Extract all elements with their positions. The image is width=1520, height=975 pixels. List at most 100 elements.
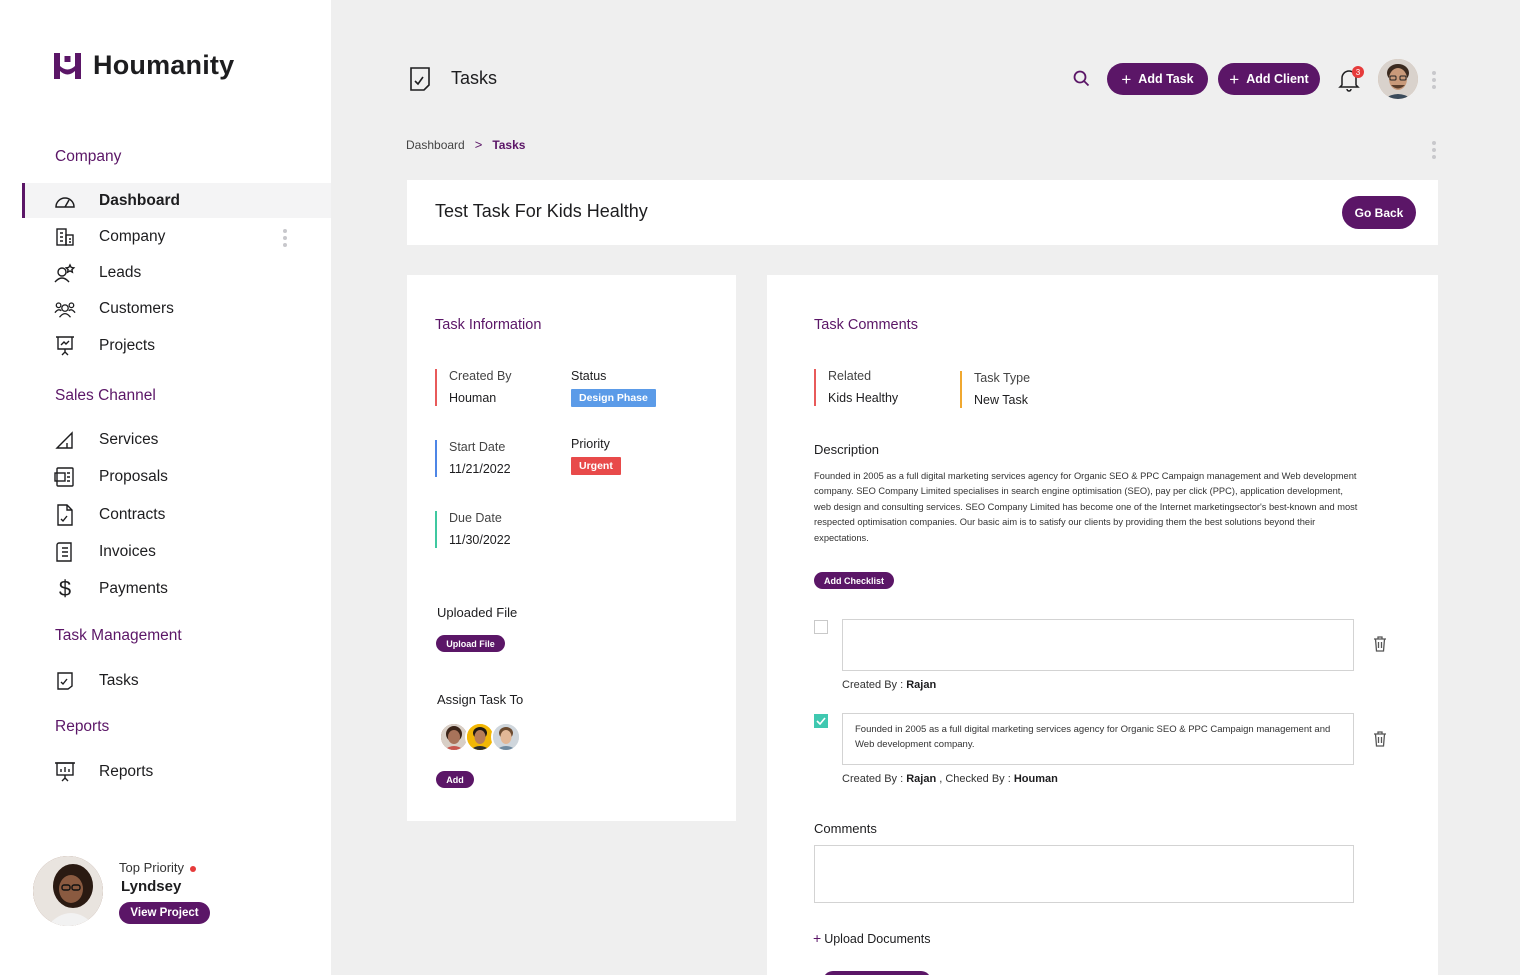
plus-icon: +: [813, 930, 822, 946]
sidebar-item-invoices[interactable]: Invoices: [22, 534, 331, 569]
breadcrumb: Dashboard > Tasks: [406, 137, 525, 152]
company-more-icon[interactable]: [283, 229, 287, 247]
breadcrumb-tasks: Tasks: [492, 137, 526, 152]
status-field: Status Design Phase: [557, 369, 656, 407]
submit-button[interactable]: [823, 971, 931, 975]
dashboard-gauge-icon: [54, 190, 76, 212]
assignee-avatar[interactable]: [491, 722, 521, 752]
add-assignee-button[interactable]: Add: [436, 771, 474, 788]
add-task-button[interactable]: + Add Task: [1107, 63, 1208, 95]
top-priority-label: Top Priority: [119, 860, 197, 875]
priority-field: Priority Urgent: [557, 437, 621, 475]
task-check-icon: [54, 670, 76, 692]
sidebar-item-label: Projects: [99, 336, 155, 354]
sidebar-item-label: Dashboard: [99, 191, 180, 209]
checklist-item-input[interactable]: [842, 619, 1354, 671]
go-back-button[interactable]: Go Back: [1342, 196, 1416, 229]
checklist-item-input[interactable]: Founded in 2005 as a full digital market…: [842, 713, 1354, 765]
sidebar-item-company[interactable]: Company: [22, 219, 331, 254]
checklist-checkbox[interactable]: [814, 620, 828, 634]
sidebar-item-proposals[interactable]: Proposals: [22, 459, 331, 494]
breadcrumb-dashboard[interactable]: Dashboard: [406, 137, 465, 152]
page-more-icon[interactable]: [1432, 141, 1436, 159]
notification-badge: 3: [1352, 66, 1364, 78]
sidebar-item-label: Leads: [99, 263, 142, 281]
houmanity-logo-icon: [54, 52, 81, 79]
checklist-checkbox[interactable]: [814, 714, 828, 728]
add-checklist-button[interactable]: Add Checklist: [814, 572, 894, 589]
plus-icon: +: [1121, 69, 1132, 89]
sidebar-item-services[interactable]: Services: [22, 422, 331, 457]
nav-section-company: Company: [55, 148, 122, 165]
customers-icon: [54, 298, 76, 320]
brand-name: Houmanity: [93, 50, 235, 80]
comments-label: Comments: [814, 821, 877, 836]
page-title: Tasks: [451, 68, 498, 88]
status-badge: Design Phase: [571, 389, 656, 407]
assignee-avatar[interactable]: [439, 722, 469, 752]
status-label: Status: [571, 369, 607, 383]
sidebar-item-leads[interactable]: Leads: [22, 255, 331, 290]
upload-documents-link[interactable]: + Upload Documents: [813, 930, 931, 946]
sidebar-item-label: Customers: [99, 299, 174, 317]
nav-section-task-management: Task Management: [55, 627, 182, 644]
start-date-label: Start Date: [449, 440, 506, 454]
user-avatar[interactable]: [1378, 59, 1418, 99]
field-accent-bar: [814, 369, 816, 406]
task-information-heading: Task Information: [435, 317, 542, 333]
priority-badge: Urgent: [571, 457, 621, 475]
uploaded-file-label: Uploaded File: [437, 605, 518, 620]
assignee-avatar[interactable]: [465, 722, 495, 752]
checkmark-icon: [816, 717, 826, 725]
brand-logo[interactable]: Houmanity: [54, 50, 234, 81]
related-label: Related: [828, 369, 872, 383]
checklist-created-by: Created By : Rajan: [842, 679, 937, 691]
created-by-value: Houman: [449, 391, 497, 405]
sidebar-item-contracts[interactable]: Contracts: [22, 497, 331, 532]
lyndsey-avatar: [33, 856, 103, 926]
sidebar-item-reports[interactable]: Reports: [22, 754, 331, 789]
task-title-card: Test Task For Kids Healthy Go Back: [407, 180, 1438, 245]
tasks-page-icon: [410, 67, 430, 91]
reports-chart-icon: [54, 761, 76, 783]
view-project-button[interactable]: View Project: [119, 902, 210, 924]
task-type-value: New Task: [974, 393, 1028, 407]
task-type-field: Task Type New Task: [960, 371, 1031, 408]
field-accent-bar: [435, 511, 437, 548]
field-accent-bar: [960, 371, 962, 408]
task-information-card: Task Information Created By Houman Statu…: [407, 275, 736, 821]
sidebar-item-label: Tasks: [99, 671, 139, 689]
plus-icon: +: [1229, 69, 1240, 89]
sidebar-item-projects[interactable]: Projects: [22, 328, 331, 363]
contract-icon: [54, 503, 76, 526]
dollar-icon: $: [58, 575, 72, 601]
comment-input[interactable]: [814, 845, 1354, 903]
assignee-avatars: [439, 722, 521, 754]
description-label: Description: [814, 442, 880, 457]
created-by-field: Created By Houman: [435, 369, 512, 406]
sidebar-item-payments[interactable]: $ Payments: [22, 571, 331, 606]
upload-file-button[interactable]: Upload File: [436, 635, 505, 652]
sidebar-item-tasks[interactable]: Tasks: [22, 663, 331, 698]
search-icon[interactable]: [1073, 70, 1090, 87]
trash-icon[interactable]: [1373, 731, 1387, 747]
trash-icon[interactable]: [1373, 636, 1387, 652]
task-type-label: Task Type: [974, 371, 1031, 385]
sidebar-item-label: Invoices: [99, 542, 156, 560]
sidebar-item-label: Services: [99, 430, 159, 448]
add-client-button[interactable]: + Add Client: [1218, 63, 1320, 95]
sidebar: Houmanity Company Dashboard Company Lead…: [0, 0, 331, 975]
field-accent-bar: [435, 440, 437, 477]
sidebar-item-dashboard[interactable]: Dashboard: [22, 183, 331, 218]
sidebar-item-label: Company: [99, 227, 166, 245]
header-more-icon[interactable]: [1432, 71, 1436, 89]
promo-person-name: Lyndsey: [121, 878, 182, 895]
due-date-field: Due Date 11/30/2022: [435, 511, 511, 548]
assign-task-label: Assign Task To: [437, 692, 524, 707]
field-accent-bar: [435, 369, 437, 406]
building-icon: [54, 226, 76, 248]
sidebar-item-label: Contracts: [99, 505, 166, 523]
task-comments-card: Task Comments Related Kids Healthy Task …: [767, 275, 1438, 975]
sidebar-item-customers[interactable]: Customers: [22, 291, 331, 326]
chevron-right-icon: >: [474, 137, 483, 152]
